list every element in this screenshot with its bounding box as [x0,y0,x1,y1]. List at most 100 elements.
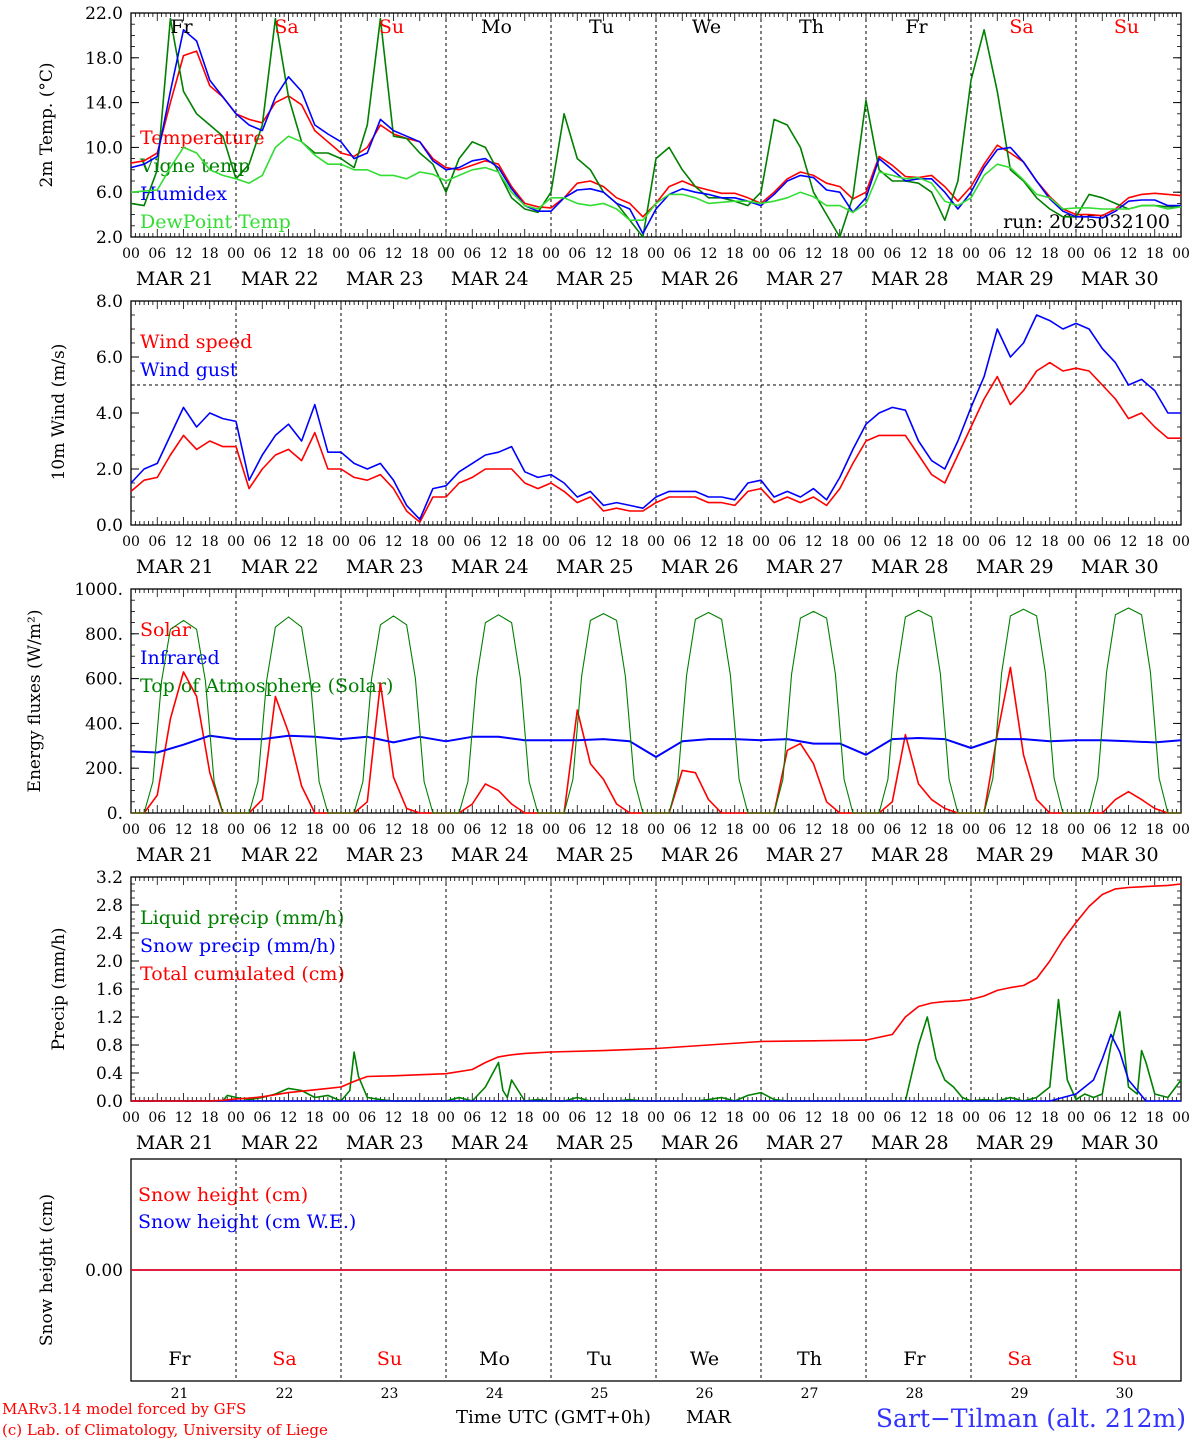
wind-date-label: MAR 28 [871,556,949,578]
temperature-hour-label: 00 [437,246,455,262]
wind-date-label: MAR 22 [241,556,319,578]
energy-series-infrared [130,734,1182,758]
precip-hour-label: 06 [1093,1110,1111,1126]
temperature-day-name: Fr [905,16,928,38]
wind-hour-label: 12 [910,534,928,550]
temperature-series-dewpoint-temp [130,135,1182,221]
temperature-series-humidex [130,28,1181,235]
precip-hour-label: 00 [962,1110,980,1126]
energy-hour-label: 18 [516,822,534,838]
temperature-hour-label: 12 [595,246,613,262]
precip-hour-label: 12 [175,1110,193,1126]
energy-hour-label: 12 [700,822,718,838]
precip-hour-label: 00 [752,1110,770,1126]
temperature-date-label: MAR 28 [871,268,949,290]
temperature-date-label: MAR 27 [766,268,844,290]
temperature-day-name: Su [379,16,404,38]
energy-date-label: MAR 22 [241,844,319,866]
precip-ytick-label: 2.0 [96,952,123,972]
wind-hour-label: 00 [752,534,770,550]
energy-date-label: MAR 26 [661,844,739,866]
temperature-hour-label: 18 [831,246,849,262]
wind-hour-label: 06 [463,534,481,550]
wind-hour-label: 18 [516,534,534,550]
wind-hour-label: 06 [778,534,796,550]
precip-date-label: MAR 22 [241,1132,319,1154]
precip-hour-label: 06 [148,1110,166,1126]
energy-hour-label: 18 [621,822,639,838]
precip-legend-cumulated: Total cumulated (cm) [140,963,345,985]
temperature-hour-label: 06 [778,246,796,262]
energy-ytick-label: 800. [85,625,123,645]
temperature-legend-humidex: Humidex [140,183,227,205]
energy-hour-label: 06 [1093,822,1111,838]
precip-legend-snow: Snow precip (mm/h) [140,935,336,957]
wind-date-label: MAR 26 [661,556,739,578]
snow-ylabel: Snow height (cm) [37,1194,57,1346]
temperature-hour-label: 18 [411,246,429,262]
energy-date-label: MAR 21 [136,844,214,866]
energy-hour-label: 06 [253,822,271,838]
energy-hour-label: 18 [201,822,219,838]
energy-hour-label: 12 [175,822,193,838]
snow-day-name: Su [1112,1348,1137,1370]
temperature-ytick-label: 6.0 [96,183,123,203]
wind-hour-label: 18 [201,534,219,550]
temperature-day-names: Fr Sa Su Mo Tu We Th Fr Sa Su [170,16,1139,38]
wind-hour-label: 06 [883,534,901,550]
energy-hour-label: 18 [306,822,324,838]
temperature-ytick-label: 14.0 [85,94,123,114]
wind-hour-label: 18 [1146,534,1164,550]
snow-day-number: 22 [276,1386,294,1402]
temperature-date-label: MAR 24 [451,268,529,290]
energy-hour-label: 00 [752,822,770,838]
temperature-legend-vigne: Vigne temp [139,155,250,177]
energy-hour-label: 12 [910,822,928,838]
temperature-hour-label: 12 [910,246,928,262]
wind-hour-label: 00 [437,534,455,550]
wind-date-label: MAR 24 [451,556,529,578]
temperature-day-name: Sa [274,16,298,38]
energy-hour-label: 00 [1172,822,1190,838]
energy-hour-label: 06 [568,822,586,838]
snow-day-name: Su [377,1348,402,1370]
temperature-ytick-label: 22.0 [85,4,123,24]
precip-hour-label: 12 [385,1110,403,1126]
energy-hour-label: 12 [280,822,298,838]
energy-legend-solar: Solar [140,619,192,641]
precip-hour-label: 00 [332,1110,350,1126]
wind-hour-label: 06 [673,534,691,550]
energy-hour-label: 00 [332,822,350,838]
wind-hour-label: 18 [621,534,639,550]
temperature-ytick-label: 10.0 [85,138,123,158]
energy-date-label: MAR 30 [1081,844,1159,866]
snow-day-number: 23 [381,1386,399,1402]
snow-panel: Snow height (cm) Snow height (cm) Snow h… [37,1184,356,1346]
temperature-hour-label: 18 [1146,246,1164,262]
temperature-legend-dewpoint: DewPoint Temp [140,211,291,233]
wind-hour-label: 18 [306,534,324,550]
temperature-hour-label: 06 [1093,246,1111,262]
wind-hour-label: 18 [411,534,429,550]
precip-ytick-label: 0.0 [96,1092,123,1112]
wind-hour-label: 12 [1120,534,1138,550]
precip-hour-label: 06 [883,1110,901,1126]
precip-date-label: MAR 26 [661,1132,739,1154]
snow-ytick-label: 0.00 [85,1261,123,1281]
month-label: MAR [686,1407,731,1428]
energy-hour-label: 00 [542,822,560,838]
wind-hour-label: 12 [595,534,613,550]
wind-hour-label: 00 [542,534,560,550]
energy-hour-label: 00 [227,822,245,838]
precip-hour-label: 12 [490,1110,508,1126]
temperature-hour-label: 12 [490,246,508,262]
precip-hour-label: 18 [201,1110,219,1126]
energy-ytick-label: 0. [107,804,123,824]
temperature-hour-label: 06 [568,246,586,262]
precip-date-label: MAR 25 [556,1132,634,1154]
precip-hour-label: 12 [595,1110,613,1126]
temperature-hour-label: 06 [253,246,271,262]
precip-hour-label: 12 [1015,1110,1033,1126]
temperature-ytick-label: 2.0 [96,228,123,248]
